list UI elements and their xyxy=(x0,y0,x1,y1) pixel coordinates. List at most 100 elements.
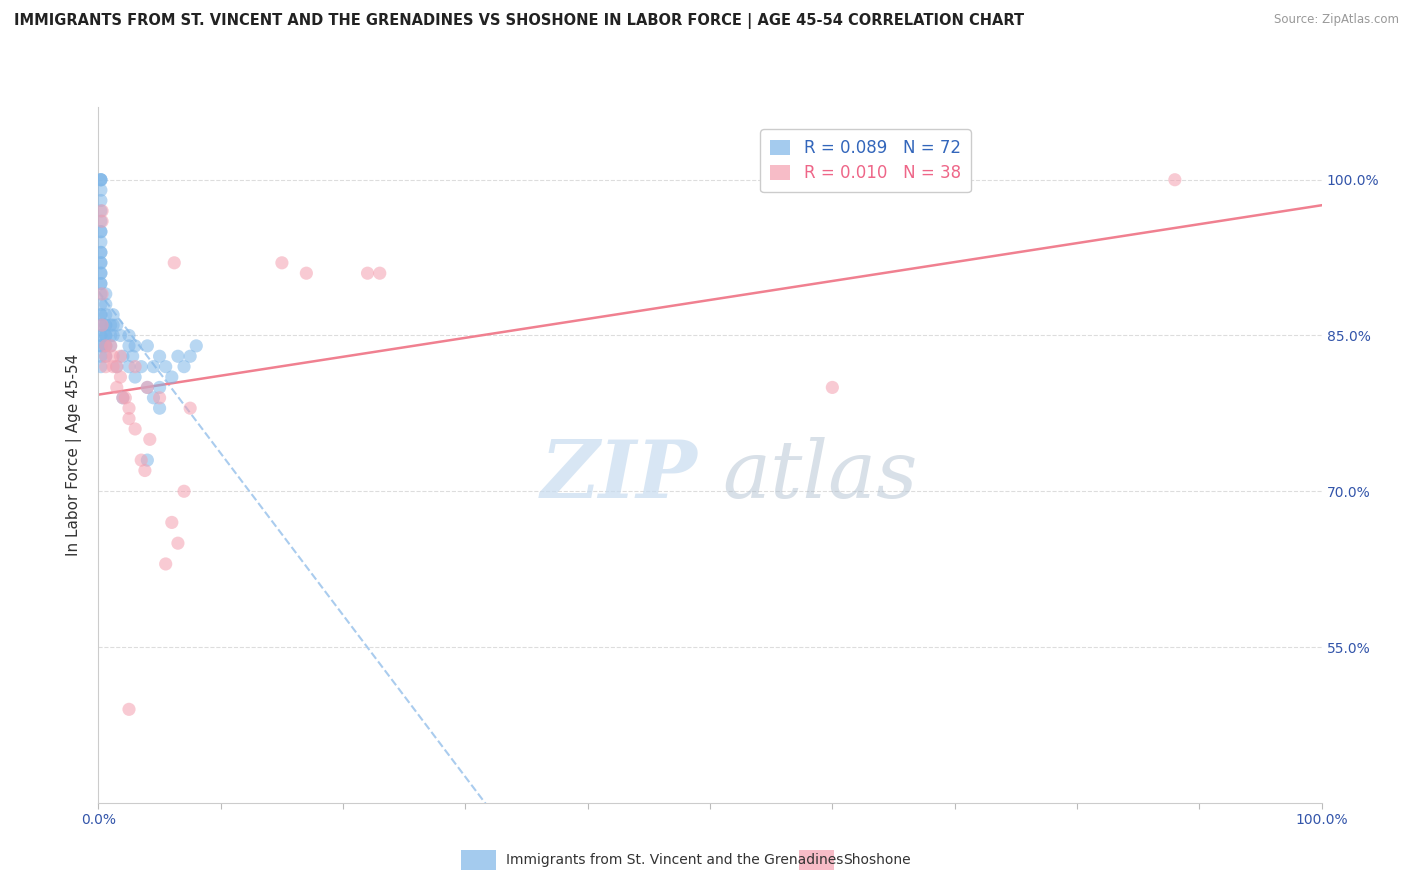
Text: Source: ZipAtlas.com: Source: ZipAtlas.com xyxy=(1274,13,1399,27)
Point xyxy=(90,225,112,239)
Point xyxy=(94,328,117,343)
Point xyxy=(163,256,186,270)
Point xyxy=(90,256,112,270)
Point xyxy=(368,266,391,280)
Point xyxy=(124,370,146,384)
Point xyxy=(90,172,112,186)
Text: atlas: atlas xyxy=(723,437,918,515)
Point xyxy=(1164,172,1187,186)
Point xyxy=(101,328,124,343)
Point xyxy=(94,297,117,311)
Point xyxy=(167,536,190,550)
Point xyxy=(118,401,141,416)
Point xyxy=(129,453,152,467)
Point xyxy=(94,328,117,343)
Point xyxy=(90,194,112,208)
Point xyxy=(90,287,112,301)
Point xyxy=(111,391,134,405)
Point xyxy=(149,349,172,363)
Point xyxy=(90,308,112,322)
Legend: R = 0.089   N = 72, R = 0.010   N = 38: R = 0.089 N = 72, R = 0.010 N = 38 xyxy=(761,129,970,192)
Point xyxy=(90,214,112,228)
Point xyxy=(136,339,159,353)
Point xyxy=(821,380,844,394)
Point xyxy=(90,277,112,291)
Point xyxy=(118,411,141,425)
Point xyxy=(94,339,117,353)
Point xyxy=(94,308,117,322)
Point xyxy=(101,359,124,374)
Point xyxy=(136,380,159,394)
Point xyxy=(90,339,112,353)
Point xyxy=(160,370,183,384)
Point xyxy=(100,339,122,353)
Point xyxy=(90,318,112,332)
Point xyxy=(124,359,146,374)
Point xyxy=(142,391,165,405)
Point xyxy=(186,339,208,353)
Point xyxy=(94,287,117,301)
Point xyxy=(173,484,195,499)
Text: Shoshone: Shoshone xyxy=(844,853,911,867)
Point xyxy=(124,422,146,436)
Point xyxy=(90,328,112,343)
Point xyxy=(167,349,190,363)
Point xyxy=(160,516,183,530)
Point xyxy=(118,359,141,374)
Point xyxy=(90,203,112,218)
Point xyxy=(90,359,112,374)
Point xyxy=(100,339,122,353)
Text: ZIP: ZIP xyxy=(541,437,697,515)
Point xyxy=(91,214,114,228)
Point xyxy=(100,328,122,343)
Point xyxy=(105,359,128,374)
Point xyxy=(90,297,112,311)
Y-axis label: In Labor Force | Age 45-54: In Labor Force | Age 45-54 xyxy=(66,354,83,556)
Point xyxy=(149,401,172,416)
Point xyxy=(110,328,132,343)
Point xyxy=(101,308,124,322)
Point xyxy=(90,277,112,291)
Point xyxy=(139,433,162,447)
Point xyxy=(179,349,201,363)
Point xyxy=(114,391,136,405)
Point xyxy=(124,339,146,353)
Point xyxy=(90,256,112,270)
Point xyxy=(94,318,117,332)
Point xyxy=(94,349,117,363)
Point xyxy=(155,359,177,374)
Text: Immigrants from St. Vincent and the Grenadines: Immigrants from St. Vincent and the Gren… xyxy=(506,853,844,867)
Point xyxy=(101,318,124,332)
Point xyxy=(90,266,112,280)
Point xyxy=(91,287,114,301)
Point xyxy=(149,380,172,394)
Point xyxy=(90,225,112,239)
Point xyxy=(173,359,195,374)
Point xyxy=(111,349,134,363)
Point xyxy=(90,328,112,343)
Point xyxy=(118,702,141,716)
Point xyxy=(91,318,114,332)
Point xyxy=(295,266,318,280)
Point xyxy=(142,359,165,374)
Point xyxy=(118,328,141,343)
Point xyxy=(90,183,112,197)
Point xyxy=(100,318,122,332)
Point xyxy=(105,359,128,374)
Point xyxy=(356,266,378,280)
Point xyxy=(94,359,117,374)
Point xyxy=(129,359,152,374)
Point xyxy=(90,245,112,260)
Point xyxy=(90,235,112,249)
Point xyxy=(270,256,294,270)
Point xyxy=(121,349,143,363)
Text: IMMIGRANTS FROM ST. VINCENT AND THE GRENADINES VS SHOSHONE IN LABOR FORCE | AGE : IMMIGRANTS FROM ST. VINCENT AND THE GREN… xyxy=(14,13,1024,29)
Point xyxy=(111,391,134,405)
Point xyxy=(134,463,156,477)
Point xyxy=(101,349,124,363)
Point xyxy=(110,349,132,363)
Point xyxy=(90,172,112,186)
Point xyxy=(94,339,117,353)
Point xyxy=(90,318,112,332)
Point xyxy=(91,203,114,218)
